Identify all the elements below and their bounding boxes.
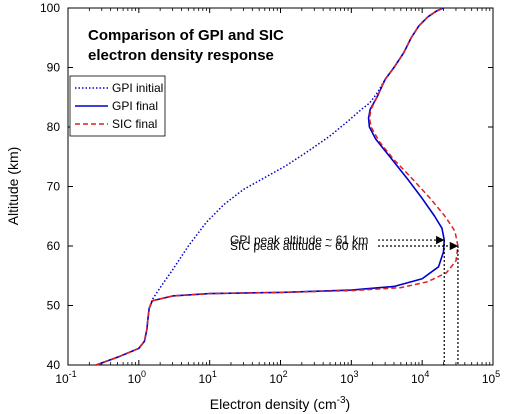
x-tick-label: 103 xyxy=(340,369,358,386)
x-tick-base: 10 xyxy=(269,372,283,386)
x-tick-base: 10 xyxy=(128,372,142,386)
x-tick-label: 104 xyxy=(411,369,429,386)
x-tick-label: 102 xyxy=(269,369,287,386)
y-axis-title: Altitude (km) xyxy=(5,147,21,226)
chart-title-line-1: Comparison of GPI and SIC xyxy=(88,27,284,44)
y-tick-label: 100 xyxy=(40,1,60,15)
legend-label-gpi-initial: GPI initial xyxy=(112,81,163,95)
x-tick-base: 10 xyxy=(482,372,496,386)
legend-label-sic-final: SIC final xyxy=(112,117,157,131)
chart-title-line-2: electron density response xyxy=(88,47,274,64)
x-tick-base: 10 xyxy=(411,372,425,386)
x-tick-label: 101 xyxy=(198,369,216,386)
x-tick-exponent: 3 xyxy=(354,369,359,379)
x-tick-exponent: 4 xyxy=(424,369,429,379)
y-tick-label: 90 xyxy=(47,61,61,75)
annotation-label: GPI peak altitude ~ 61 km xyxy=(230,233,368,247)
x-tick-base: 10 xyxy=(340,372,354,386)
x-axis-title-sup: -3 xyxy=(337,395,346,406)
x-tick-exponent: -1 xyxy=(69,369,77,379)
legend: GPI initial GPI final SIC final xyxy=(69,75,166,137)
x-axis-title-end: ) xyxy=(346,396,351,412)
y-tick-label: 70 xyxy=(47,180,61,194)
y-tick-label: 80 xyxy=(47,120,61,134)
x-tick-exponent: 2 xyxy=(283,369,288,379)
series-layer xyxy=(95,7,459,366)
x-tick-exponent: 1 xyxy=(212,369,217,379)
x-tick-base: 10 xyxy=(198,372,212,386)
x-tick-base: 10 xyxy=(55,372,69,386)
y-tick-label: 40 xyxy=(47,358,61,372)
x-tick-label: 105 xyxy=(482,369,500,386)
y-tick-label: 60 xyxy=(47,239,61,253)
y-tick-label: 50 xyxy=(47,299,61,313)
legend-label-gpi-final: GPI final xyxy=(112,99,158,113)
x-axis-title-main: Electron density (cm xyxy=(210,396,337,412)
annotation-label: SIC peak altitude ~ 60 km xyxy=(230,239,368,253)
x-axis-title: Electron density (cm-3) xyxy=(210,395,350,412)
x-tick-exponent: 5 xyxy=(495,369,500,379)
series-line-sic-final xyxy=(95,7,459,366)
x-tick-exponent: 0 xyxy=(141,369,146,379)
x-tick-label: 100 xyxy=(128,369,146,386)
x-tick-label: 10-1 xyxy=(55,369,76,386)
